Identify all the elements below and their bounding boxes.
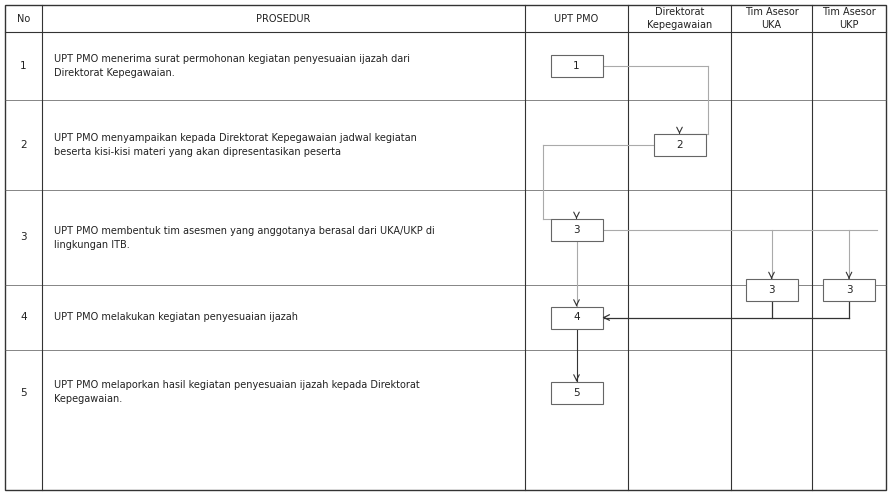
Text: 2: 2 — [676, 140, 683, 150]
Text: UPT PMO melakukan kegiatan penyesuaian ijazah: UPT PMO melakukan kegiatan penyesuaian i… — [54, 312, 298, 322]
Text: Direktorat
Kepegawaian: Direktorat Kepegawaian — [647, 8, 712, 30]
Bar — [551, 306, 602, 328]
Text: UPT PMO melaporkan hasil kegiatan penyesuaian ijazah kepada Direktorat
Kepegawai: UPT PMO melaporkan hasil kegiatan penyes… — [54, 380, 420, 404]
Bar — [551, 382, 602, 404]
Text: 1: 1 — [20, 61, 27, 71]
Text: 3: 3 — [20, 232, 27, 242]
Bar — [551, 219, 602, 241]
Text: 2: 2 — [20, 140, 27, 150]
Bar — [823, 279, 875, 301]
Bar — [551, 55, 602, 77]
Text: UPT PMO membentuk tim asesmen yang anggotanya berasal dari UKA/UKP di
lingkungan: UPT PMO membentuk tim asesmen yang anggo… — [54, 226, 435, 250]
Text: 3: 3 — [846, 285, 853, 295]
Text: 1: 1 — [573, 61, 580, 71]
Text: Tim Asesor
UKA: Tim Asesor UKA — [745, 8, 798, 30]
Text: 3: 3 — [768, 285, 775, 295]
Text: UPT PMO menyampaikan kepada Direktorat Kepegawaian jadwal kegiatan
beserta kisi-: UPT PMO menyampaikan kepada Direktorat K… — [54, 133, 417, 157]
Text: No: No — [17, 14, 30, 24]
Text: 3: 3 — [573, 225, 580, 235]
Bar — [653, 134, 706, 156]
Text: 4: 4 — [573, 312, 580, 322]
Text: 5: 5 — [573, 388, 580, 398]
Text: PROSEDUR: PROSEDUR — [257, 14, 311, 24]
Text: 4: 4 — [20, 312, 27, 322]
Bar — [746, 279, 797, 301]
Text: 5: 5 — [20, 388, 27, 398]
Text: Tim Asesor
UKP: Tim Asesor UKP — [822, 8, 876, 30]
Text: UPT PMO menerima surat permohonan kegiatan penyesuaian ijazah dari
Direktorat Ke: UPT PMO menerima surat permohonan kegiat… — [54, 54, 410, 78]
Text: UPT PMO: UPT PMO — [554, 14, 599, 24]
